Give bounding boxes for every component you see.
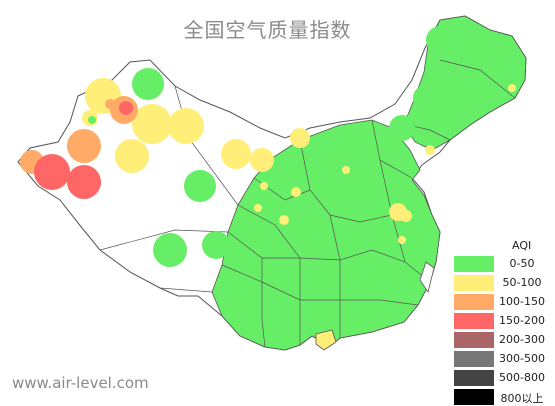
taiwan-outline [419, 261, 435, 293]
legend-swatch [454, 256, 494, 272]
hainan-island [315, 329, 337, 351]
legend-label: 800以上 [500, 392, 544, 405]
legend-item: 0-50 [452, 255, 548, 273]
legend-label: 200-300 [499, 333, 545, 346]
legend-label: 50-100 [502, 276, 542, 289]
legend-label: 150-200 [499, 314, 545, 327]
legend-label: 500-800 [499, 371, 545, 384]
legend-swatch [454, 313, 494, 329]
map-title: 全国空气质量指数 [183, 18, 352, 42]
aqi-station-markers [20, 26, 516, 267]
legend-swatch [454, 351, 494, 367]
legend-item: 500-800 [452, 369, 548, 387]
legend-item: 50-100 [452, 274, 548, 292]
legend-swatch [454, 275, 494, 291]
legend-label: 300-500 [499, 352, 545, 365]
east-green-region [211, 119, 441, 351]
legend-item: 150-200 [452, 312, 548, 330]
legend-label: 0-50 [509, 257, 535, 270]
northeast-green-region [403, 15, 527, 151]
watermark-text: www.air-level.com [12, 374, 149, 392]
legend-label: 100-150 [499, 295, 545, 308]
legend-item: 200-300 [452, 331, 548, 349]
legend-title: AQI [512, 239, 532, 252]
legend-swatch [454, 370, 494, 386]
legend-swatch [454, 389, 494, 405]
legend-item: 300-500 [452, 350, 548, 368]
legend-swatch [454, 294, 494, 310]
legend-item: 100-150 [452, 293, 548, 311]
legend-item: 800以上 [452, 388, 548, 406]
legend-swatch [454, 332, 494, 348]
